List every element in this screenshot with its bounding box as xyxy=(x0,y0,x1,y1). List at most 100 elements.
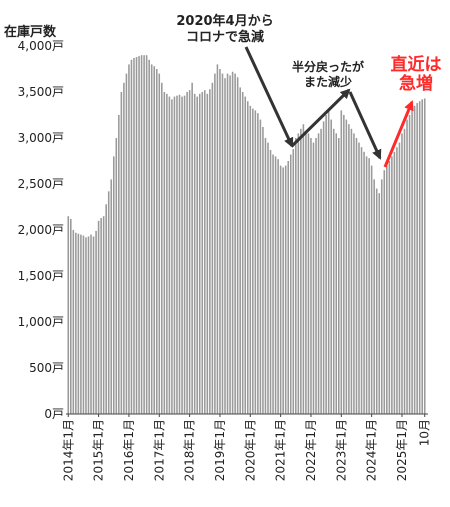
bar-2018-12 xyxy=(216,64,219,415)
bar-2018-03 xyxy=(193,93,196,414)
bar-2016-12 xyxy=(155,69,158,414)
bar-2017-10 xyxy=(181,96,183,414)
bar-2018-06 xyxy=(201,92,204,414)
bar-2016-10 xyxy=(150,64,153,415)
bar-2025-07 xyxy=(416,103,418,414)
bar-2016-08 xyxy=(145,55,148,414)
bar-2020-09 xyxy=(269,149,272,414)
bar-2015-11 xyxy=(123,82,125,415)
bar-2025-09 xyxy=(421,99,423,415)
bar-2025-04 xyxy=(408,115,411,414)
bar-2018-02 xyxy=(191,82,193,415)
half-recovery-line1: 半分戻ったが xyxy=(291,60,364,74)
y-tick-label: 1,000戸 xyxy=(18,315,64,329)
bar-2020-03 xyxy=(254,110,257,415)
bar-2024-01 xyxy=(370,165,373,414)
bar-2019-01 xyxy=(219,69,221,414)
recent-surge-line2: 急増 xyxy=(399,74,433,94)
bar-2017-09 xyxy=(178,94,181,414)
bar-2015-07 xyxy=(112,156,115,414)
bar-2018-09 xyxy=(209,89,211,415)
bar-2015-05 xyxy=(107,191,110,414)
bar-2022-12 xyxy=(337,138,340,414)
bar-2017-07 xyxy=(173,96,176,414)
recent-surge-annotation: 直近は 急増 xyxy=(388,56,444,94)
covid-annotation-line1: 2020年4月から xyxy=(176,14,274,29)
y-axis-title: 在庫戸数 xyxy=(4,24,57,40)
bar-2016-11 xyxy=(153,66,156,415)
bar-2014-07 xyxy=(82,235,85,414)
bar-2016-06 xyxy=(140,55,143,414)
bar-2014-03 xyxy=(72,230,75,414)
bar-2017-08 xyxy=(176,95,178,415)
y-tick-label: 2,000戸 xyxy=(18,223,64,237)
bar-2019-11 xyxy=(244,96,247,414)
bars xyxy=(67,55,426,415)
bar-2018-11 xyxy=(214,73,216,414)
bar-2018-08 xyxy=(206,93,209,414)
bar-2014-04 xyxy=(75,232,77,414)
bar-2015-09 xyxy=(118,115,120,414)
bar-2024-05 xyxy=(380,179,383,414)
bar-2016-01 xyxy=(128,64,130,415)
bar-2024-02 xyxy=(373,179,375,414)
bar-2019-08 xyxy=(236,77,239,414)
bar-2024-11 xyxy=(396,147,398,414)
bar-2020-12 xyxy=(277,159,279,414)
bar-2014-06 xyxy=(80,234,82,414)
bar-2024-07 xyxy=(386,165,388,414)
bar-2024-04 xyxy=(378,193,381,414)
bar-2015-03 xyxy=(102,216,105,414)
bar-2017-12 xyxy=(186,92,188,414)
bar-2020-08 xyxy=(267,142,269,414)
bar-2016-03 xyxy=(133,57,135,415)
recent-surge-line1: 直近は xyxy=(390,55,442,75)
bar-2020-06 xyxy=(262,126,264,415)
bar-2023-04 xyxy=(348,124,350,414)
bar-2022-03 xyxy=(315,138,317,414)
bar-2015-02 xyxy=(100,218,102,414)
bar-2018-01 xyxy=(188,90,191,414)
bar-2016-02 xyxy=(130,59,133,415)
x-tick-label: 2017年1月 xyxy=(152,419,166,481)
x-tick-label: 2024年1月 xyxy=(365,419,379,481)
bar-2022-09 xyxy=(330,119,332,414)
bar-2021-09 xyxy=(300,128,302,415)
bar-2018-10 xyxy=(211,82,214,415)
covid-annotation-line2: コロナで急減 xyxy=(185,30,264,45)
bar-2024-08 xyxy=(388,161,391,414)
x-tick-label: 2025年1月 xyxy=(395,419,409,481)
bar-2017-04 xyxy=(166,93,168,414)
bar-2025-08 xyxy=(418,101,421,414)
bar-2024-09 xyxy=(391,156,393,414)
y-axis-ticks: 0戸 500戸 1,000戸 1,500戸 2,000戸 2,500戸 3,000戸 3,50… xyxy=(18,39,64,421)
y-tick-label: 500戸 xyxy=(29,361,64,375)
bar-2018-04 xyxy=(196,96,198,414)
bar-2022-11 xyxy=(335,133,338,414)
bar-2023-08 xyxy=(358,142,360,414)
bar-2021-01 xyxy=(279,165,282,414)
bar-2021-03 xyxy=(284,165,287,414)
bar-2023-10 xyxy=(363,151,365,415)
bar-2023-07 xyxy=(355,138,358,414)
bar-2017-01 xyxy=(158,73,161,414)
bar-2019-04 xyxy=(226,73,229,414)
bar-2024-10 xyxy=(393,151,396,415)
bar-2020-10 xyxy=(272,154,274,414)
bar-2021-07 xyxy=(295,138,297,414)
y-tick-label: 0戸 xyxy=(44,407,64,421)
bar-2017-02 xyxy=(161,82,163,415)
bar-2021-08 xyxy=(297,133,300,414)
bar-2021-06 xyxy=(292,149,295,415)
bar-2014-01 xyxy=(67,216,70,414)
bar-2022-08 xyxy=(327,110,330,415)
bar-2025-02 xyxy=(403,128,406,415)
bar-2015-06 xyxy=(110,179,113,414)
y-tick-label: 2,500戸 xyxy=(18,177,64,191)
bar-2016-04 xyxy=(135,57,138,414)
bar-2015-01 xyxy=(97,220,100,414)
bar-2020-04 xyxy=(257,113,259,414)
bar-2020-02 xyxy=(252,108,254,414)
bar-2015-12 xyxy=(125,73,128,414)
